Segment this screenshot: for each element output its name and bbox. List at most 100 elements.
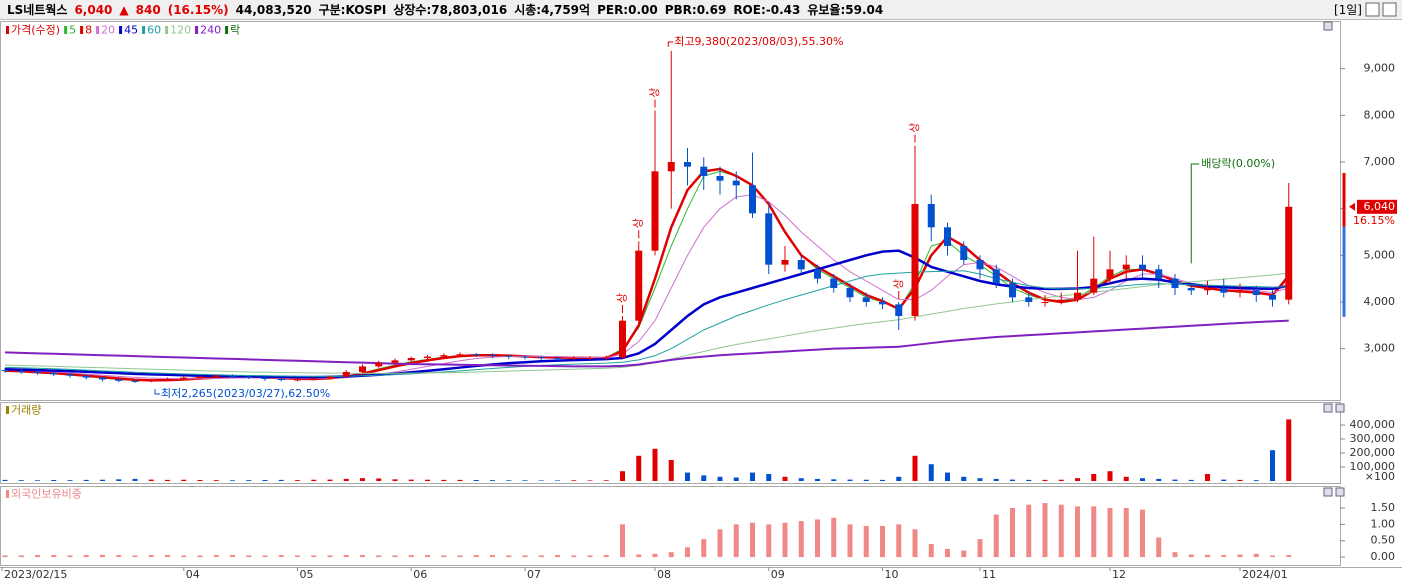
volume-bar <box>246 480 252 481</box>
close-button[interactable] <box>1382 2 1397 17</box>
foreign-bar <box>1172 552 1178 558</box>
candle-body <box>521 356 529 358</box>
foreign-bar <box>213 555 219 558</box>
candle-body <box>700 166 708 176</box>
legend-label: 락 <box>230 24 240 37</box>
volume-bar <box>896 476 902 481</box>
candle-body <box>635 250 643 321</box>
foreign-bar <box>311 555 317 558</box>
volume-bar <box>880 479 885 481</box>
legend-label: 20 <box>101 24 115 37</box>
panel-icon[interactable] <box>1335 403 1345 413</box>
candle-body <box>1139 264 1146 270</box>
candle-body <box>797 260 805 270</box>
foreign-bar <box>815 519 820 558</box>
candle-body <box>50 372 58 375</box>
volume-bar <box>685 472 690 481</box>
panel-icon[interactable] <box>1335 487 1345 497</box>
volume-bar <box>441 479 447 481</box>
x-tick-label: 07 <box>527 568 541 581</box>
price-panel <box>0 21 1341 401</box>
y-tick-label: 400,000 <box>1350 418 1396 431</box>
volume-bar <box>782 476 788 481</box>
candle-body <box>992 269 1000 284</box>
foreign-bar <box>1237 554 1243 558</box>
min-button[interactable] <box>1365 2 1380 17</box>
foreign-bar <box>1188 554 1194 558</box>
foreign-bar <box>506 555 512 558</box>
foreign-bar <box>327 555 333 558</box>
candle-body <box>1090 278 1098 293</box>
foreign-bar <box>587 555 593 558</box>
foreign-bar <box>1010 508 1015 558</box>
arrow: ▲ <box>119 2 129 17</box>
moving-average <box>4 167 1290 382</box>
y-tick-label: 8,000 <box>1364 108 1396 121</box>
foreign-bar <box>831 517 837 558</box>
volume-bar <box>750 472 755 481</box>
foreign-bar <box>733 524 739 558</box>
candle-body <box>1025 297 1033 302</box>
period[interactable]: [1일] <box>1333 3 1362 17</box>
foreign-bar <box>35 555 40 558</box>
high-note: 최고9,380(2023/08/03),55.30% <box>674 35 843 48</box>
x-tick-label: 06 <box>413 568 427 581</box>
volume-bar <box>1042 479 1048 481</box>
foreign-bar <box>148 555 154 558</box>
legend-swatch <box>6 26 9 34</box>
volume-bar <box>961 476 967 481</box>
panel-title: 거래량 <box>11 404 41 417</box>
candle-body <box>212 375 220 377</box>
candle-body <box>895 304 903 316</box>
volume-bar <box>116 479 122 481</box>
candle-body <box>375 362 383 367</box>
y-tick-label: 5,000 <box>1364 248 1396 261</box>
panel-icon[interactable] <box>1323 487 1333 497</box>
candle-body <box>1220 288 1228 293</box>
x-tick-label: 10 <box>885 568 899 581</box>
volume-bar <box>1172 479 1178 481</box>
volume-bar <box>571 480 577 481</box>
x-tick-label: 2023/02/15 <box>4 568 67 581</box>
volume-bar <box>100 479 105 481</box>
foreign-bar <box>1107 508 1113 558</box>
candle-body <box>229 375 236 377</box>
moving-average <box>4 270 1289 377</box>
panel-icon[interactable] <box>1323 403 1333 413</box>
y-tick-label: 1.00 <box>1371 517 1396 530</box>
candle-body <box>115 379 123 381</box>
volume-bar <box>587 480 593 481</box>
x-tick-label: 11 <box>982 568 996 581</box>
volume-bar <box>148 479 154 481</box>
volume-bar <box>343 478 349 481</box>
legend-swatch <box>165 26 169 34</box>
foreign-bar <box>408 555 414 558</box>
volume-bar <box>945 472 950 481</box>
candle-body <box>732 180 740 186</box>
volume-bar <box>1107 471 1113 481</box>
volume-bar <box>603 480 609 481</box>
y-tick-label: 1.50 <box>1371 501 1396 514</box>
candle-body <box>1171 278 1179 288</box>
candle-body <box>554 358 561 359</box>
volume-bar <box>993 478 999 481</box>
candle-body <box>1187 288 1195 291</box>
volume-bar <box>831 479 837 481</box>
volume-bar <box>213 480 219 481</box>
y-tick-label: 4,000 <box>1364 295 1396 308</box>
candle-body <box>17 371 25 373</box>
y-tick-label: 0.50 <box>1371 534 1396 547</box>
panel-icon[interactable] <box>1323 21 1333 31</box>
candle-body <box>1041 302 1049 303</box>
foreign-bar <box>165 555 170 558</box>
shares: 상장수:78,803,016 <box>393 3 508 17</box>
legend-swatch <box>96 26 100 34</box>
candle-body <box>1 370 9 372</box>
foreign-bar <box>360 555 365 558</box>
foreign-bar <box>278 555 284 558</box>
volume-bar <box>717 476 723 481</box>
foreign-bar <box>863 526 869 558</box>
low-note: 최저2,265(2023/03/27),62.50% <box>161 387 330 400</box>
foreign-bar <box>1156 537 1162 558</box>
market-cap: 시총:4,759억 <box>514 3 591 17</box>
